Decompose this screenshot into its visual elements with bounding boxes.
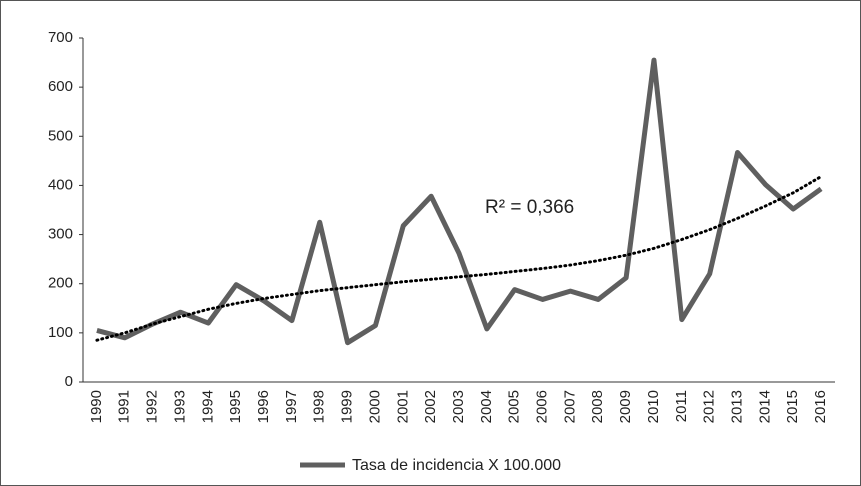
x-tick-label: 1991 [116, 390, 133, 423]
y-tick-label: 400 [48, 176, 73, 193]
x-tick-label: 1995 [227, 390, 244, 423]
x-tick-label: 2009 [617, 390, 634, 423]
y-tick-label: 600 [48, 78, 73, 95]
x-tick-label: 2008 [589, 390, 606, 423]
x-tick-label: 2011 [673, 390, 690, 422]
x-tick-label: 2003 [450, 390, 467, 423]
y-tick-label: 700 [48, 29, 73, 46]
x-tick-label: 2015 [784, 390, 801, 423]
x-tick-label: 1998 [311, 390, 328, 423]
x-tick-label: 2002 [422, 390, 439, 423]
y-tick-label: 500 [48, 127, 73, 144]
y-tick-label: 100 [48, 324, 73, 341]
x-tick-label: 2010 [645, 390, 662, 423]
x-tick-label: 1999 [339, 390, 356, 423]
x-tick-label: 1990 [88, 390, 105, 423]
x-tick-label: 2005 [506, 390, 523, 423]
y-tick-label: 0 [65, 373, 73, 390]
y-tick-label: 300 [48, 226, 73, 243]
x-tick-label: 2016 [812, 390, 829, 423]
data-line [96, 57, 823, 346]
y-tick-label: 200 [48, 275, 73, 292]
x-tick-label: 2001 [394, 390, 411, 423]
x-tick-label: 1993 [171, 390, 188, 423]
x-tick-label: 1997 [283, 390, 300, 423]
x-tick-label: 2006 [534, 390, 551, 423]
x-tick-label: 2013 [728, 390, 745, 423]
legend-label: Tasa de incidencia X 100.000 [352, 457, 561, 474]
x-tick-label: 2007 [561, 390, 578, 423]
x-tick-label: 2004 [478, 390, 495, 423]
x-tick-label: 1992 [144, 390, 161, 423]
x-tick-label: 2000 [366, 390, 383, 423]
x-tick-label: 2012 [701, 390, 718, 423]
trend-line [95, 175, 823, 342]
annotation: R² = 0,366 [485, 197, 574, 218]
x-tick-label: 1996 [255, 390, 272, 423]
x-tick-label: 1994 [199, 390, 216, 423]
x-tick-label: 2014 [756, 390, 773, 423]
